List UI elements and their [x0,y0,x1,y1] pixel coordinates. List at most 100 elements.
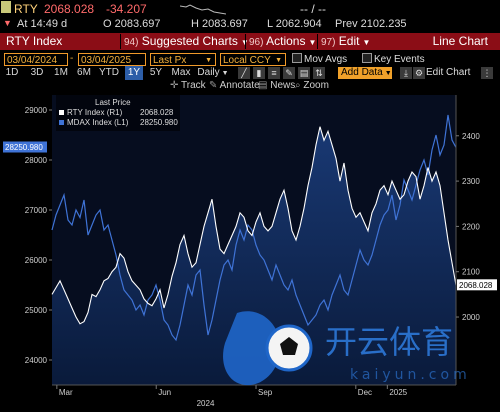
end-date-input[interactable]: 03/04/2025 [78,53,146,66]
right-tick-label: 2100 [462,268,480,277]
frequency-value: Daily [197,67,220,78]
legend-value-mdax: 28250.980 [140,118,178,127]
news-label: News [270,80,296,91]
sparkline-icon [180,4,226,15]
zoom-tool[interactable]: ⌕ Zoom [295,80,329,91]
price-change: -34.207 [106,2,147,16]
more-options-icon[interactable]: ⋮ [481,67,493,79]
menu-label: Edit [338,34,360,48]
compare-icon[interactable]: ⇅ [313,67,325,79]
crosshair-icon: ✛ [170,80,179,91]
suggested-charts-menu[interactable]: 94) Suggested Charts▼ [124,33,249,50]
rty-last-value-tag: 2068.028 [457,279,497,291]
table-view-icon[interactable]: ≡ [268,67,280,79]
legend[interactable]: Last Price RTY Index (R1) 2068.028 MDAX … [56,95,180,131]
checkbox-icon [362,53,372,63]
menu-label: Suggested Charts [141,34,238,48]
tag-background [3,141,47,153]
magnifier-icon: ⌕ [295,80,301,91]
period-1y[interactable]: 1Y [125,66,143,80]
period-row: 1D 3D 1M 6M YTD 1Y 5Y Max Daily ▼ ╱ ▮ ≡ ✎… [0,66,500,80]
add-data-button[interactable]: Add Data ▼ [338,67,392,79]
draw-tool-icon[interactable]: ✎ [283,67,295,79]
period-1m[interactable]: 1M [54,67,68,78]
menu-label: Actions [266,34,306,48]
caret-down-icon: ▼ [362,38,371,47]
news-icon: ▤ [258,80,268,91]
caret-down-icon: ▼ [241,38,249,47]
last-price: 2068.028 [44,2,95,16]
period-6m[interactable]: 6M [77,67,91,78]
settings-gear-icon[interactable]: ⚙ [413,67,425,79]
x-tick-label: 2025 [389,388,407,397]
add-data-label: Add Data [341,67,383,78]
rty-series-line [51,126,457,325]
left-tick-label: 27000 [25,206,48,215]
right-tick-label: 2000 [462,313,480,322]
chart-view-icon[interactable]: ▤ [298,67,310,79]
date-separator: - [70,53,74,64]
menu-separator [317,34,318,49]
edit-menu[interactable]: 97) Edit ▼ [321,33,370,50]
caret-down-icon: ▼ [205,57,212,64]
quote-low: L 2062.904 [267,18,322,30]
download-icon[interactable]: ⤓ [400,67,412,79]
menu-bar: RTY Index 94) Suggested Charts▼ 96) Acti… [0,33,500,50]
x-tick-label: Jun [158,388,171,397]
caret-down-icon: ▼ [384,70,392,77]
period-5y[interactable]: 5Y [149,67,163,78]
legend-title: Last Price [95,98,131,107]
legend-series-rty: RTY Index (R1) [67,108,123,117]
x-axis: Mar Jun Sep Dec 2025 2024 [56,385,408,408]
key-events-label: Key Events [374,54,425,65]
chart-toolbar: ✛ Track ✎ Annotate ▤ News ⌕ Zoom [0,80,500,93]
period-max[interactable]: Max [171,67,191,78]
ticker-row: RTY 2068.028 -34.207 -- / -- [0,0,500,17]
legend-value-rty: 2068.028 [140,108,174,117]
mdax-last-value-tag: 28250.980 [3,141,47,153]
left-tick-label: 26000 [25,256,48,265]
ball-outline [265,324,313,372]
track-label: Track [181,80,206,91]
start-date-input[interactable]: 03/04/2024 [4,53,68,66]
currency-select[interactable]: Local CCY ▼ [220,53,286,66]
news-tool[interactable]: ▤ News [258,80,295,91]
mov-avgs-toggle[interactable]: Mov Avgs [292,53,347,65]
left-tick-label: 24000 [25,356,48,365]
actions-menu[interactable]: 96) Actions ▼ [249,33,316,50]
menu-separator [245,34,246,49]
caret-down-icon: ▼ [221,70,229,77]
chart-type-label: Line Chart [432,34,488,48]
track-tool[interactable]: ✛ Track [170,80,206,91]
security-type-icon[interactable] [1,1,11,13]
right-tick-label: 2300 [462,177,480,186]
annotate-tool[interactable]: ✎ Annotate [209,80,260,91]
caret-down-icon: ▼ [308,38,317,47]
ball-pentagon [280,337,298,355]
plot-layer [51,114,457,385]
menu-number: 96) [249,37,264,48]
x-tick-label: Mar [59,388,73,397]
edit-chart-label: Edit Chart [426,67,471,78]
edit-chart-button[interactable]: Edit Chart [426,67,470,78]
x-tick-label: Dec [358,388,372,397]
legend-series-mdax: MDAX Index (L1) [67,118,129,127]
x-tick-label: Sep [258,388,273,397]
down-arrow-icon: ▼ [3,18,12,28]
field-select[interactable]: Last Px ▼ [150,53,216,66]
quote-row: ▼ At 14:49 d O 2083.697 H 2083.697 L 206… [0,17,500,32]
line-type-icon[interactable]: ╱ [238,67,250,79]
frequency-select[interactable]: Daily ▼ [196,66,230,80]
caret-down-icon: ▼ [275,57,282,64]
period-3d[interactable]: 3D [30,67,44,78]
quote-high: H 2083.697 [191,18,248,30]
tag-text: 2068.028 [459,281,493,290]
period-1d[interactable]: 1D [5,67,19,78]
right-tick-label: 2200 [462,222,480,231]
ticker-symbol[interactable]: RTY [14,2,38,16]
watermark-logo: 开云体育 kaiyun.com [223,311,467,386]
period-ytd[interactable]: YTD [99,67,119,78]
key-events-toggle[interactable]: Key Events [362,53,425,65]
bar-type-icon[interactable]: ▮ [253,67,265,79]
